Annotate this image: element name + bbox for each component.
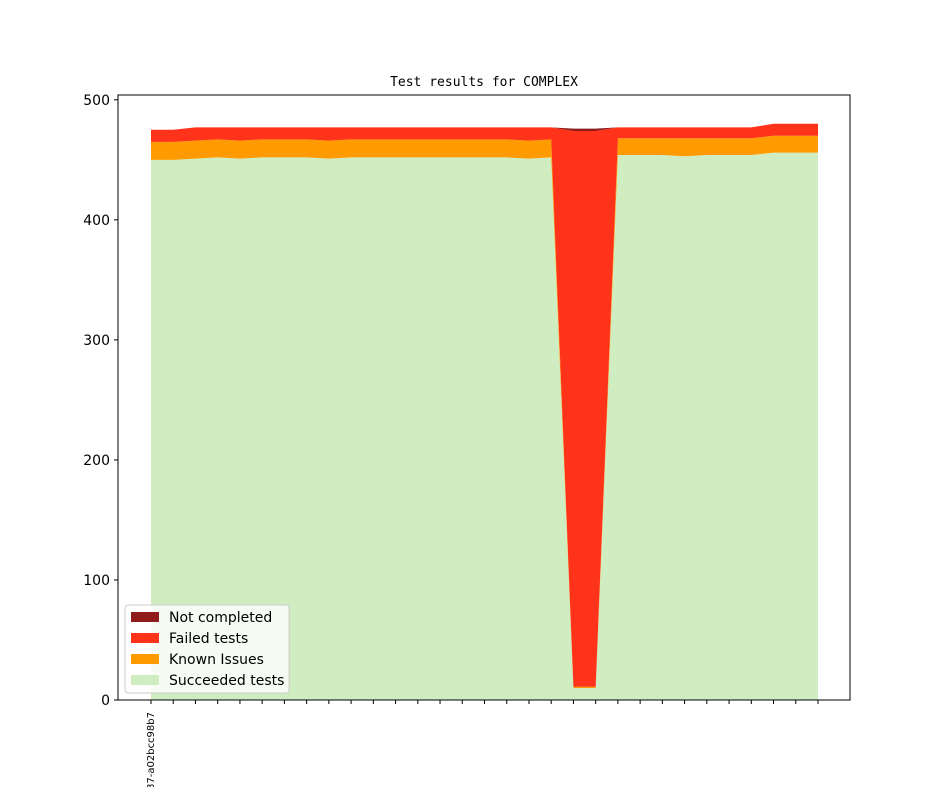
area-succeeded-tests: [151, 152, 818, 700]
legend-label: Succeeded tests: [169, 673, 284, 689]
y-tick-label: 0: [101, 693, 110, 709]
x-tick-label: 87-a02bcc98b7: [146, 712, 157, 787]
legend-swatch-not-completed: [131, 612, 159, 622]
legend-label: Not completed: [169, 610, 272, 626]
y-tick-label: 100: [83, 573, 110, 589]
legend-box: [124, 604, 290, 694]
legend-swatch-failed-tests: [131, 633, 159, 643]
y-tick-label: 200: [83, 453, 110, 469]
legend-swatch-succeeded-tests: [131, 675, 159, 685]
legend-swatch-known-issues: [131, 654, 159, 664]
y-tick-label: 300: [83, 333, 110, 349]
legend-label: Failed tests: [169, 631, 248, 647]
y-tick-label: 500: [83, 93, 110, 109]
legend-label: Known Issues: [169, 652, 264, 668]
chart-title: Test results for COMPLEX: [390, 75, 578, 90]
x-axis: 87-a02bcc98b7: [146, 700, 819, 787]
y-axis: 0 100 200 300 400 500: [83, 93, 118, 709]
area-series-group: [151, 123, 818, 700]
legend: Not completed Failed tests Known Issues Suc…: [124, 604, 290, 694]
y-tick-label: 400: [83, 213, 110, 229]
